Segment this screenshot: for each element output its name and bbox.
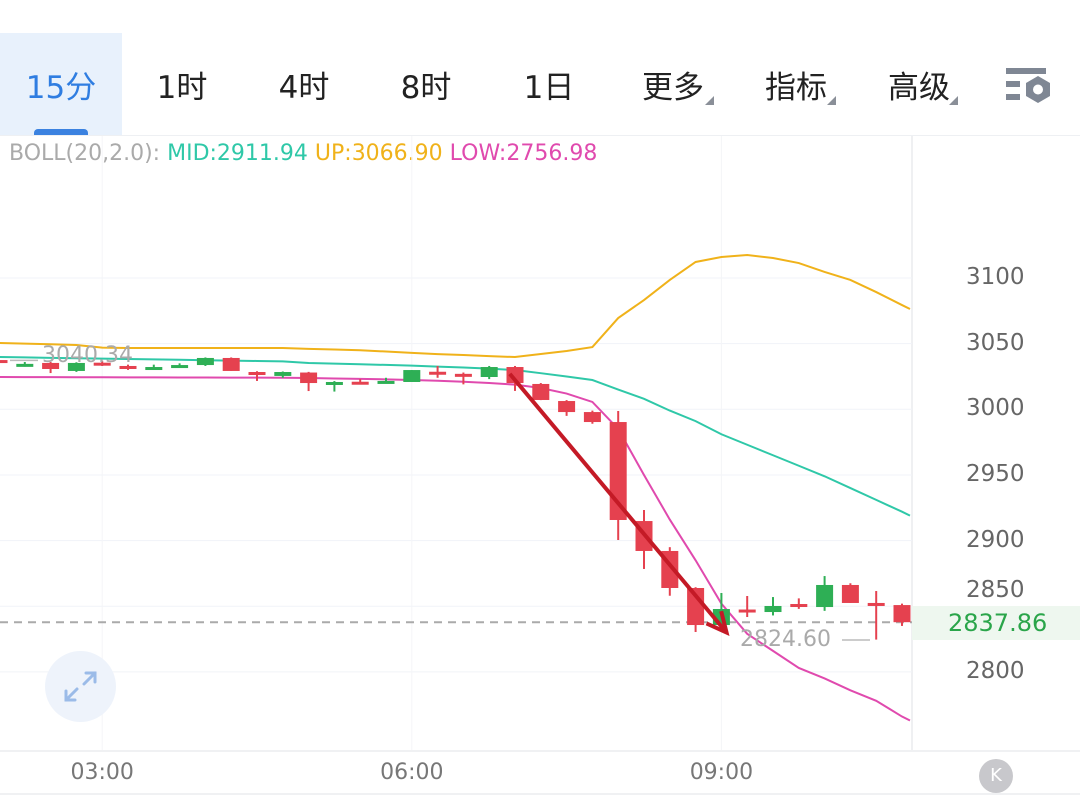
candle-body <box>325 381 343 385</box>
candle-body <box>454 373 472 377</box>
tab-label: 指标 <box>765 69 827 106</box>
candle-body <box>583 412 601 423</box>
tab-1[interactable]: 1时 <box>122 33 242 135</box>
candle-body <box>841 584 859 603</box>
axis-separator <box>0 750 1080 752</box>
boll-label: BOLL(20,2.0): <box>9 141 161 166</box>
candle-body <box>222 357 240 371</box>
candle-body <box>429 371 447 375</box>
high-value: 3040.34 <box>42 343 133 368</box>
boll-up: UP:3066.90 <box>314 141 443 166</box>
candle-body <box>42 362 60 369</box>
candle-body <box>480 367 498 378</box>
tab-label: 更多 <box>642 69 704 106</box>
dropdown-caret-icon <box>827 96 836 105</box>
high-label: 3040.34 <box>42 343 133 368</box>
tab-0[interactable]: 15分 <box>0 33 122 135</box>
candle-body <box>532 383 550 400</box>
boll-mid: MID:2911.94 <box>167 141 308 166</box>
candle-body <box>145 367 163 371</box>
boll-mid-line <box>0 356 911 517</box>
boll-legend: BOLL(20,2.0): MID:2911.94 UP:3066.90 LOW… <box>9 141 597 166</box>
boll-low: LOW:2756.98 <box>449 141 598 166</box>
tab-3[interactable]: 8时 <box>365 33 487 135</box>
x-tick-label: 06:00 <box>380 760 444 785</box>
trend-arrow-line <box>508 372 729 634</box>
tab-7[interactable]: 高级 <box>876 33 962 135</box>
trend-arrow-head-icon <box>705 610 730 637</box>
candle-body <box>506 367 524 384</box>
candle-body <box>558 401 576 413</box>
boll-low-line <box>0 376 911 722</box>
candlestick-chart[interactable] <box>0 136 1080 752</box>
candle-body <box>171 365 189 369</box>
candle-body <box>687 587 705 626</box>
y-tick-label: 2850 <box>966 577 1025 603</box>
y-tick-label: 2800 <box>966 657 1025 684</box>
tab-2[interactable]: 4时 <box>243 33 365 135</box>
dropdown-caret-icon <box>705 96 714 105</box>
tab-label: 1时 <box>156 69 208 106</box>
candle-body <box>893 605 911 623</box>
last-price-tag: 2837.86 <box>912 606 1080 640</box>
candle-body <box>790 604 808 608</box>
candle-body <box>248 372 266 376</box>
tab-label: 4时 <box>278 69 330 106</box>
candle-body <box>16 363 34 367</box>
candle-body <box>274 372 292 376</box>
y-tick-label: 3000 <box>966 395 1025 422</box>
candle-body <box>0 360 8 364</box>
tab-label: 高级 <box>888 69 950 106</box>
low-label: 2824.60 <box>740 627 831 652</box>
active-tab-indicator <box>34 129 88 135</box>
low-value: 2824.60 <box>740 627 831 652</box>
candle-body <box>867 602 885 606</box>
candle-body <box>816 584 834 608</box>
scroll-to-latest-button[interactable]: K <box>979 759 1013 793</box>
tab-4[interactable]: 1日 <box>487 33 611 135</box>
tab-label: 1日 <box>523 69 575 106</box>
candle-body <box>403 370 421 382</box>
candle-body <box>764 605 782 613</box>
candle-body <box>377 380 395 384</box>
y-tick-label: 3050 <box>966 329 1025 356</box>
candle-body <box>300 372 318 384</box>
candle-body <box>196 357 214 366</box>
chart-settings-icon[interactable] <box>1004 64 1054 106</box>
timeframe-toolbar: 15分 1时 4时 8时 1日 更多 指标 高级 <box>0 33 1080 136</box>
x-tick-label: 03:00 <box>70 760 134 785</box>
candle-body <box>351 381 369 385</box>
candle-body <box>738 609 756 613</box>
dropdown-caret-icon <box>949 96 958 105</box>
y-tick-label: 3100 <box>966 264 1025 290</box>
fullscreen-button[interactable] <box>45 651 116 722</box>
x-tick-label: 09:00 <box>689 760 754 785</box>
y-tick-label: 2900 <box>966 526 1025 553</box>
candle-body <box>119 365 137 369</box>
tab-label: 15分 <box>25 69 97 106</box>
candle-body <box>67 362 85 371</box>
tab-label: 8时 <box>400 69 452 106</box>
panel-separator <box>0 793 1080 795</box>
expand-icon <box>64 671 97 702</box>
y-tick-label: 2950 <box>966 460 1025 487</box>
boll-up-line <box>0 254 911 359</box>
candle-body <box>93 362 111 366</box>
tab-5[interactable]: 更多 <box>628 33 718 135</box>
tab-6[interactable]: 指标 <box>752 33 840 135</box>
